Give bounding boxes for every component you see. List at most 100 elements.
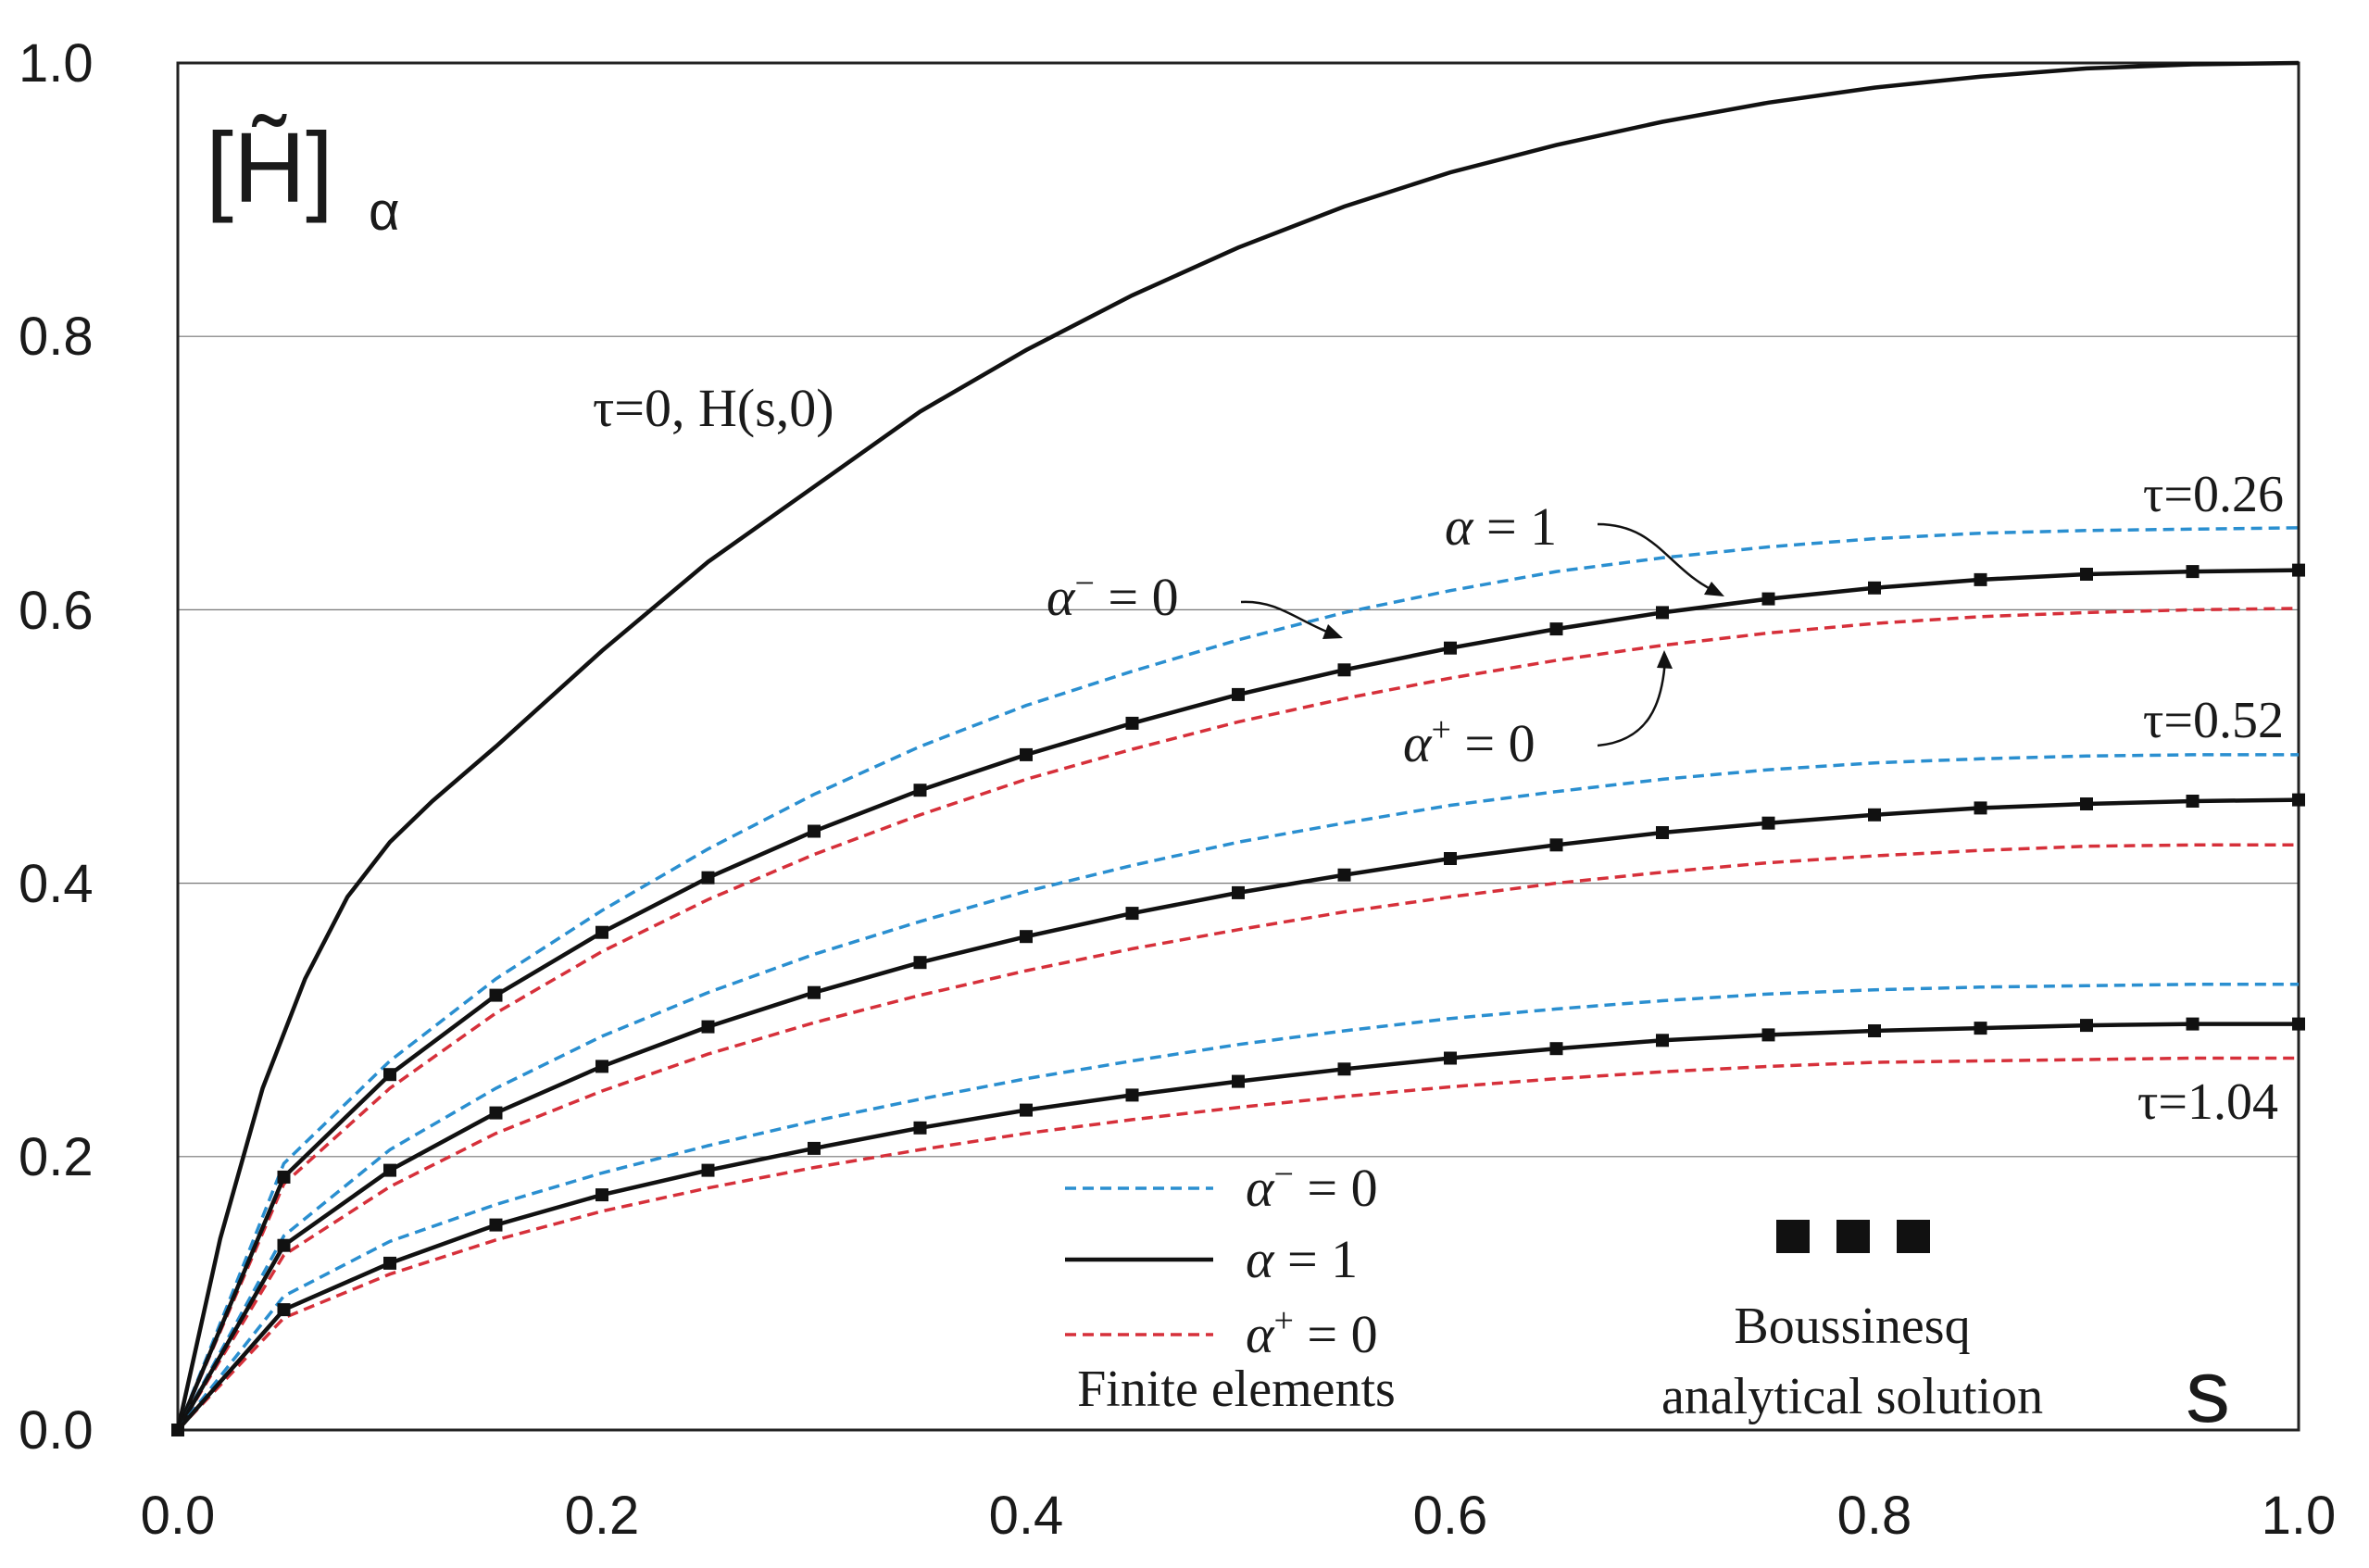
data-point-marker [1549, 622, 1563, 636]
y-tick-label: 0.2 [19, 1127, 94, 1187]
x-axis: 0.0 0.2 0.4 0.6 0.8 1.0 [141, 1486, 2337, 1546]
data-point-marker [1656, 1034, 1669, 1047]
series-line-alpha-minus [176, 983, 2299, 1432]
data-point-marker [383, 1256, 396, 1270]
annotation-arrows [1240, 522, 1724, 747]
data-point-marker [171, 1424, 184, 1436]
legend-entry: α = 1 [1246, 1229, 1358, 1289]
data-point-marker [2292, 1017, 2305, 1031]
data-point-marker [1020, 930, 1033, 944]
legend-marker-caption: analytical solution [1661, 1368, 2043, 1425]
alpha-plus-annotation: α+ = 0 [1403, 710, 1535, 773]
legend-marker-square [1776, 1220, 1810, 1253]
data-point-marker [1656, 606, 1669, 620]
data-point-marker [1232, 687, 1245, 701]
data-point-marker [808, 985, 821, 999]
data-point-marker [489, 1106, 503, 1120]
arrowhead [1657, 650, 1673, 669]
data-point-marker [808, 824, 821, 838]
x-tick-label: 0.6 [1413, 1486, 1488, 1546]
tau-label: τ=0.26 [2143, 466, 2284, 523]
data-point-marker [808, 1141, 821, 1155]
data-point-marker [1868, 808, 1881, 822]
y-tick-label: 0.8 [19, 307, 94, 367]
data-point-marker [913, 1121, 927, 1135]
data-point-marker [277, 1170, 291, 1184]
arrowhead [1704, 582, 1724, 596]
series-line-initial [175, 60, 2300, 1431]
data-point-marker [1020, 747, 1033, 761]
data-point-marker [2080, 1019, 2093, 1033]
data-point-marker [383, 1163, 396, 1177]
data-point-marker [1549, 838, 1563, 852]
y-axis-label-sub: α [369, 182, 400, 242]
data-point-marker [1868, 1024, 1881, 1037]
data-point-marker [489, 988, 503, 1002]
series-line-alpha-plus [176, 843, 2299, 1431]
series-line-alpha-minus [176, 753, 2299, 1431]
legend-marker-caption: Boussinesq [1734, 1298, 1970, 1355]
legend-marker-square [1836, 1220, 1870, 1253]
data-point-marker [1232, 1074, 1245, 1088]
y-tick-label: 0.6 [19, 581, 94, 641]
data-point-marker [701, 1163, 715, 1177]
tau-label: τ=1.04 [2137, 1073, 2278, 1131]
x-tick-label: 0.4 [989, 1486, 1064, 1546]
legend-caption: Finite elements [1077, 1361, 1396, 1418]
data-point-marker [1974, 572, 1987, 586]
data-point-marker [1337, 1062, 1351, 1076]
data-point-marker [2080, 797, 2093, 810]
y-tick-label: 0.0 [19, 1400, 94, 1461]
grid-lines [178, 335, 2299, 1158]
alpha-minus-annotation: α− = 0 [1047, 564, 1179, 627]
data-point-marker [1761, 816, 1775, 830]
data-point-marker [2292, 563, 2305, 577]
arrow-alpha-minus [1240, 600, 1335, 636]
data-point-marker [1125, 907, 1139, 921]
y-tick-label: 1.0 [19, 33, 94, 94]
x-tick-label: 0.8 [1837, 1486, 1912, 1546]
data-point-marker [489, 1218, 503, 1232]
series-line-alpha-plus [176, 607, 2300, 1431]
data-point-marker [701, 871, 715, 884]
alpha-one-annotation: α = 1 [1445, 496, 1557, 557]
data-point-marker [1444, 1051, 1457, 1065]
data-point-marker [1020, 1103, 1033, 1117]
data-point-marker [1444, 641, 1457, 655]
data-point-marker [2186, 795, 2200, 808]
plot-frame [176, 61, 2300, 1432]
data-point-marker [1761, 1028, 1775, 1042]
initial-curve-label: τ=0, H(s,0) [593, 378, 834, 438]
y-axis-label-main: [H̃] [206, 111, 333, 223]
legend-entry: α− = 0 [1246, 1155, 1378, 1218]
data-point-marker [1232, 885, 1245, 899]
data-point-marker [1337, 663, 1351, 677]
data-point-marker [913, 956, 927, 970]
x-tick-label: 0.0 [141, 1486, 216, 1546]
arrowhead [1322, 624, 1343, 639]
data-point-marker [1125, 1088, 1139, 1102]
arrow-alpha-one [1597, 522, 1719, 595]
x-axis-label: s [2186, 1342, 2230, 1441]
data-point-marker [595, 925, 608, 939]
series-line-alpha-minus [176, 526, 2300, 1431]
legend-marker-square [1897, 1220, 1930, 1253]
data-point-marker [2186, 565, 2200, 579]
data-point-marker [595, 1060, 608, 1073]
series-line-alpha-plus [176, 1056, 2299, 1432]
data-point-marker [1337, 868, 1351, 882]
data-point-marker [1549, 1042, 1563, 1056]
data-point-marker [2186, 1017, 2200, 1031]
data-point-marker [595, 1188, 608, 1202]
data-point-marker [1974, 1022, 1987, 1035]
data-point-marker [2292, 793, 2305, 807]
legend: α− = 0 α = 1 α+ = 0 Finite elements Bous… [1065, 1155, 2043, 1425]
data-point-marker [1444, 852, 1457, 865]
y-tick-label: 0.4 [19, 854, 94, 914]
data-point-marker [277, 1238, 291, 1252]
data-point-marker [1761, 592, 1775, 606]
data-point-marker [277, 1303, 291, 1317]
tau-label: τ=0.52 [2143, 692, 2284, 749]
data-point-marker [383, 1068, 396, 1082]
